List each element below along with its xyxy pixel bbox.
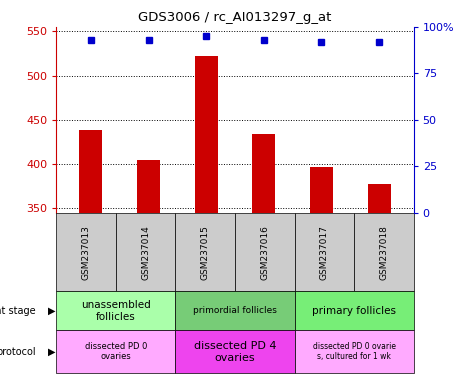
Bar xyxy=(295,291,414,330)
Bar xyxy=(235,213,295,291)
Bar xyxy=(368,184,391,213)
Text: development stage: development stage xyxy=(0,306,36,316)
Text: dissected PD 0 ovarie
s, cultured for 1 wk: dissected PD 0 ovarie s, cultured for 1 … xyxy=(313,342,396,361)
Bar xyxy=(137,160,160,213)
Text: GSM237016: GSM237016 xyxy=(260,225,269,280)
Bar xyxy=(56,213,116,291)
Text: ▶: ▶ xyxy=(47,306,55,316)
Bar xyxy=(354,213,414,291)
Bar xyxy=(175,330,295,374)
Bar xyxy=(295,213,354,291)
Text: GSM237015: GSM237015 xyxy=(201,225,210,280)
Text: protocol: protocol xyxy=(0,347,36,357)
Text: GSM237017: GSM237017 xyxy=(320,225,329,280)
Text: GSM237013: GSM237013 xyxy=(82,225,91,280)
Bar xyxy=(79,131,102,213)
Text: ▶: ▶ xyxy=(47,347,55,357)
Bar xyxy=(310,167,333,213)
Bar xyxy=(56,330,175,374)
Text: primordial follicles: primordial follicles xyxy=(193,306,277,315)
Text: dissected PD 4
ovaries: dissected PD 4 ovaries xyxy=(194,341,276,362)
Title: GDS3006 / rc_AI013297_g_at: GDS3006 / rc_AI013297_g_at xyxy=(138,11,332,24)
Bar xyxy=(252,134,275,213)
Bar xyxy=(295,330,414,374)
Bar xyxy=(175,291,295,330)
Bar xyxy=(175,213,235,291)
Bar xyxy=(195,56,218,213)
Bar xyxy=(116,213,175,291)
Text: primary follicles: primary follicles xyxy=(312,306,396,316)
Text: GSM237014: GSM237014 xyxy=(141,225,150,280)
Text: unassembled
follicles: unassembled follicles xyxy=(81,300,151,321)
Bar xyxy=(56,291,175,330)
Text: dissected PD 0
ovaries: dissected PD 0 ovaries xyxy=(85,342,147,361)
Text: GSM237018: GSM237018 xyxy=(379,225,388,280)
